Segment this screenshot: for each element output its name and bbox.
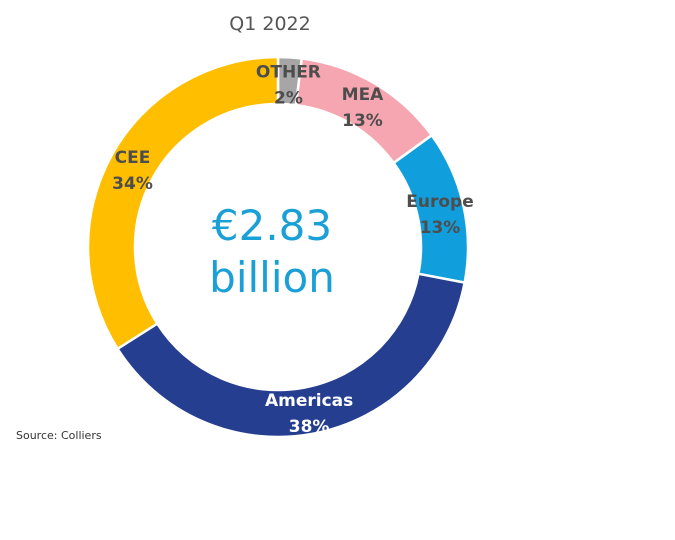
slice-label-europe: Europe 13% bbox=[406, 192, 473, 238]
slice-percent-other: 2% bbox=[274, 88, 303, 108]
center-value: €2.83 bbox=[212, 201, 332, 250]
slice-percent-americas: 38% bbox=[289, 417, 330, 437]
slice-name-cee: CEE bbox=[115, 148, 151, 168]
slice-label-americas: Americas 38% bbox=[265, 391, 353, 437]
center-unit: billion bbox=[209, 253, 335, 302]
slice-name-americas: Americas bbox=[265, 391, 353, 411]
slices-group bbox=[86, 55, 470, 439]
slice-cee bbox=[86, 55, 280, 351]
source-note: Source: Colliers bbox=[16, 429, 102, 442]
slice-name-other: OTHER bbox=[256, 62, 321, 82]
slice-label-other: OTHER 2% bbox=[256, 62, 321, 108]
slice-percent-cee: 34% bbox=[112, 174, 153, 194]
labels-group: OTHER 2% MEA 13% Europe 13% Americas 38% CEE 34% bbox=[112, 62, 474, 437]
slice-label-mea: MEA 13% bbox=[342, 85, 385, 131]
slice-americas bbox=[115, 272, 467, 439]
slice-label-cee: CEE 34% bbox=[112, 148, 153, 194]
slice-name-europe: Europe bbox=[406, 192, 473, 212]
slice-name-mea: MEA bbox=[342, 85, 385, 105]
slice-percent-mea: 13% bbox=[342, 111, 383, 131]
chart-title: Q1 2022 bbox=[229, 13, 310, 35]
slice-percent-europe: 13% bbox=[420, 218, 461, 238]
